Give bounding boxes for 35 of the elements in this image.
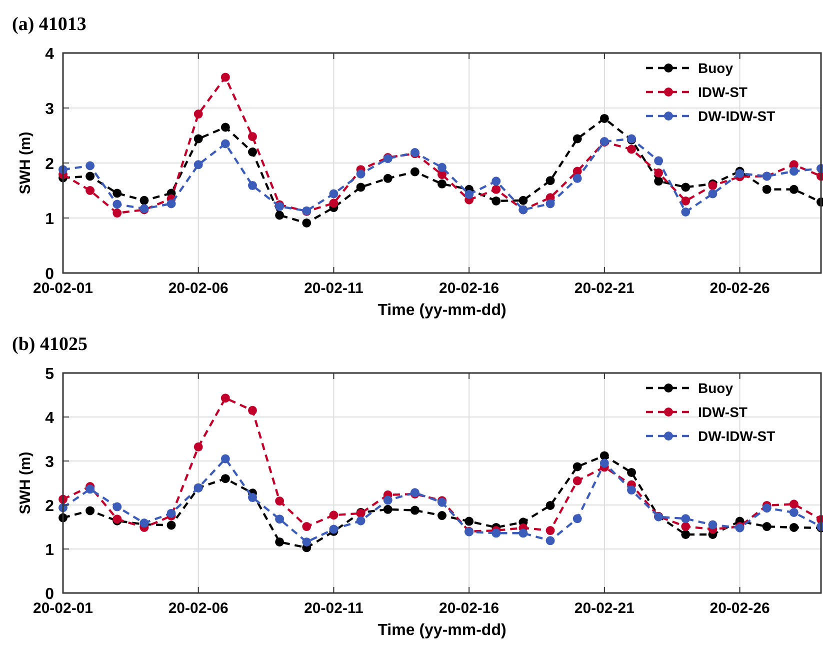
y-tick-label: 2 bbox=[45, 156, 54, 173]
x-axis-title: Time (yy-mm-dd) bbox=[378, 622, 506, 639]
x-tick-label: 20-02-11 bbox=[304, 280, 364, 297]
x-tick-label: 20-02-06 bbox=[168, 280, 228, 297]
x-tick-label: 20-02-26 bbox=[710, 600, 770, 617]
chart-title: (a) 41013 bbox=[12, 14, 86, 35]
x-tick-label: 20-02-11 bbox=[304, 600, 364, 617]
y-tick-label: 4 bbox=[45, 410, 54, 427]
legend-label: Buoy bbox=[698, 380, 734, 396]
x-tick-label: 20-02-01 bbox=[32, 600, 94, 617]
y-axis-title: SWH (m) bbox=[17, 452, 34, 514]
y-tick-label: 3 bbox=[45, 454, 54, 471]
chart-title: (b) 41025 bbox=[12, 334, 88, 355]
legend-label: Buoy bbox=[698, 60, 734, 76]
legend-label: DW-IDW-ST bbox=[698, 108, 776, 124]
y-tick-label: 0 bbox=[45, 586, 54, 603]
y-tick-label: 1 bbox=[45, 542, 54, 559]
x-axis-title: Time (yy-mm-dd) bbox=[378, 302, 506, 319]
x-tick-label: 20-02-26 bbox=[710, 280, 770, 297]
y-tick-label: 0 bbox=[45, 266, 54, 283]
y-tick-label: 3 bbox=[45, 101, 54, 118]
y-tick-label: 2 bbox=[45, 498, 54, 515]
y-axis-title: SWH (m) bbox=[17, 132, 34, 194]
legend-label: DW-IDW-ST bbox=[698, 428, 776, 444]
x-tick-label: 20-02-16 bbox=[439, 600, 500, 617]
x-tick-label: 20-02-01 bbox=[32, 280, 94, 297]
y-tick-label: 4 bbox=[45, 46, 54, 63]
x-tick-label: 20-02-06 bbox=[168, 600, 228, 617]
y-tick-label: 1 bbox=[45, 211, 54, 228]
y-tick-label: 5 bbox=[45, 366, 54, 383]
x-tick-label: 20-02-21 bbox=[574, 600, 634, 617]
legend-label: IDW-ST bbox=[698, 84, 748, 100]
x-tick-label: 20-02-21 bbox=[574, 280, 634, 297]
legend-label: IDW-ST bbox=[698, 404, 748, 420]
x-tick-label: 20-02-16 bbox=[439, 280, 500, 297]
